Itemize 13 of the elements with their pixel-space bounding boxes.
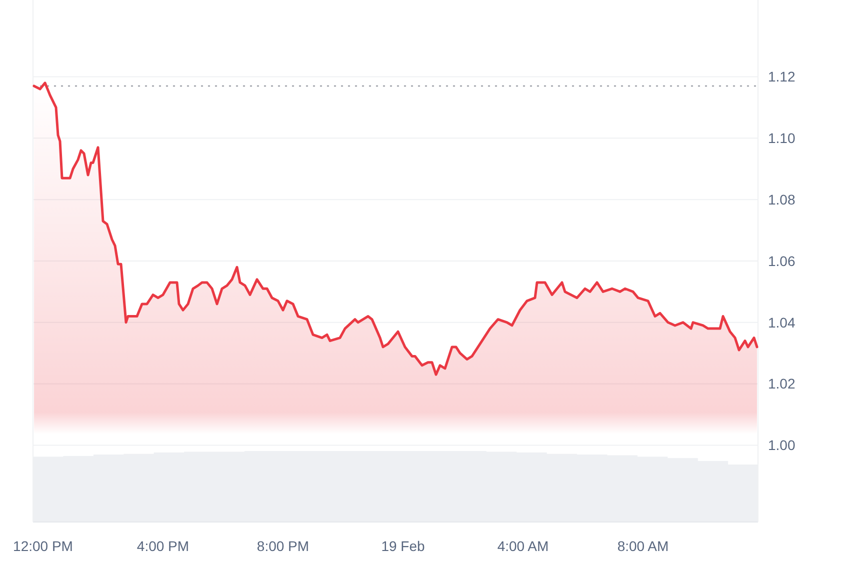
x-tick-label: 19 Feb [381,538,426,554]
x-tick-label: 4:00 AM [497,538,549,554]
x-tick-label: 4:00 PM [136,538,190,554]
y-tick-label: 1.00 [768,437,796,454]
x-tick-label: 8:00 PM [256,538,310,554]
x-tick-label: 12:00 PM [13,538,73,554]
y-tick-label: 1.02 [768,376,796,392]
y-tick-label: 1.06 [768,252,796,269]
y-tick-label: 1.12 [768,68,796,85]
y-tick-label: 1.04 [768,314,796,330]
x-tick-label: 8:00 AM [617,538,669,554]
y-tick-label: 1.10 [768,130,796,146]
y-tick-label: 1.08 [768,191,796,208]
